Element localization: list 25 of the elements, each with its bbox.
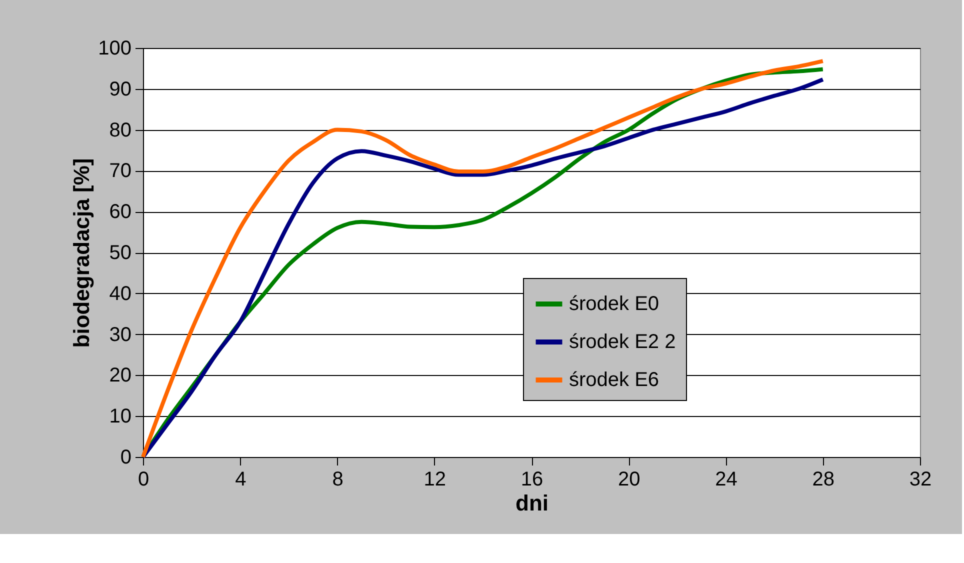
y-tick-label: 60 (109, 201, 132, 224)
legend-label: środek E6 (569, 369, 660, 391)
legend-label: środek E0 (569, 293, 660, 315)
y-tick-label: 80 (109, 119, 132, 142)
y-tick-label: 30 (109, 324, 132, 346)
x-tick-label: 20 (618, 468, 640, 490)
y-tick-label: 50 (109, 242, 132, 264)
x-tick-label: 24 (715, 468, 738, 490)
y-tick-label: 70 (109, 160, 132, 182)
y-tick-label: 0 (120, 446, 132, 468)
y-tick-label: 20 (109, 364, 132, 387)
x-tick-label: 28 (812, 468, 834, 490)
x-tick-label: 4 (235, 468, 246, 490)
x-tick-label: 16 (520, 468, 544, 490)
x-tick-label: 32 (909, 468, 932, 490)
x-tick-label: 8 (332, 468, 344, 490)
y-axis-title: biodegradacja [%] (69, 158, 94, 348)
y-tick-label: 90 (109, 78, 132, 100)
x-tick-label: 12 (424, 468, 446, 490)
legend-label: środek E2 2 (569, 331, 676, 353)
y-tick-label: 100 (98, 38, 132, 60)
y-tick-label: 10 (109, 406, 132, 428)
x-axis-title: dni (516, 490, 548, 516)
y-tick-label: 40 (109, 282, 132, 305)
x-tick-label: 0 (138, 468, 150, 490)
